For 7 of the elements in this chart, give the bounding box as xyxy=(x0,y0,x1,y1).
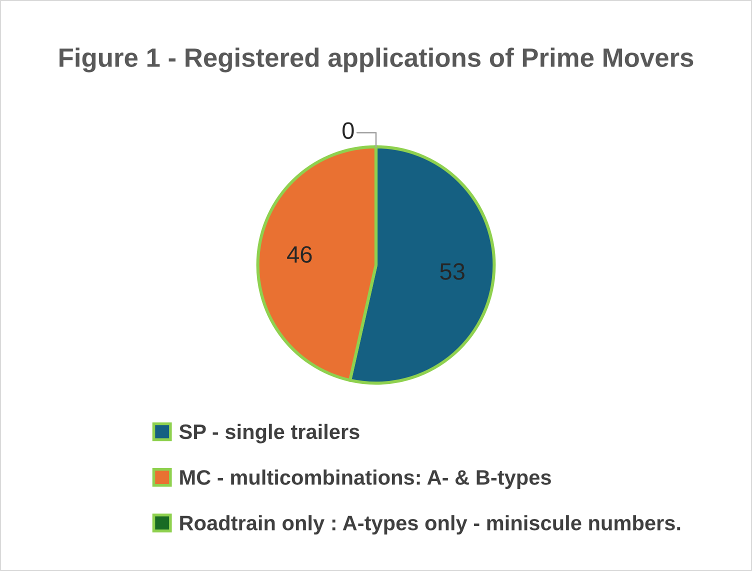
data-label: 46 xyxy=(287,246,312,263)
legend-label: Roadtrain only : A-types only - miniscule numbers. xyxy=(180,515,680,535)
legend-label: MC - multicombinations: A- & B-types xyxy=(180,470,551,489)
chart-title: Figure 1 - Registered applications of Prime Movers xyxy=(60,48,694,72)
text: 0 xyxy=(342,122,354,139)
data-label: 53 xyxy=(440,263,464,280)
legend-label: SP - single trailers xyxy=(179,424,360,444)
